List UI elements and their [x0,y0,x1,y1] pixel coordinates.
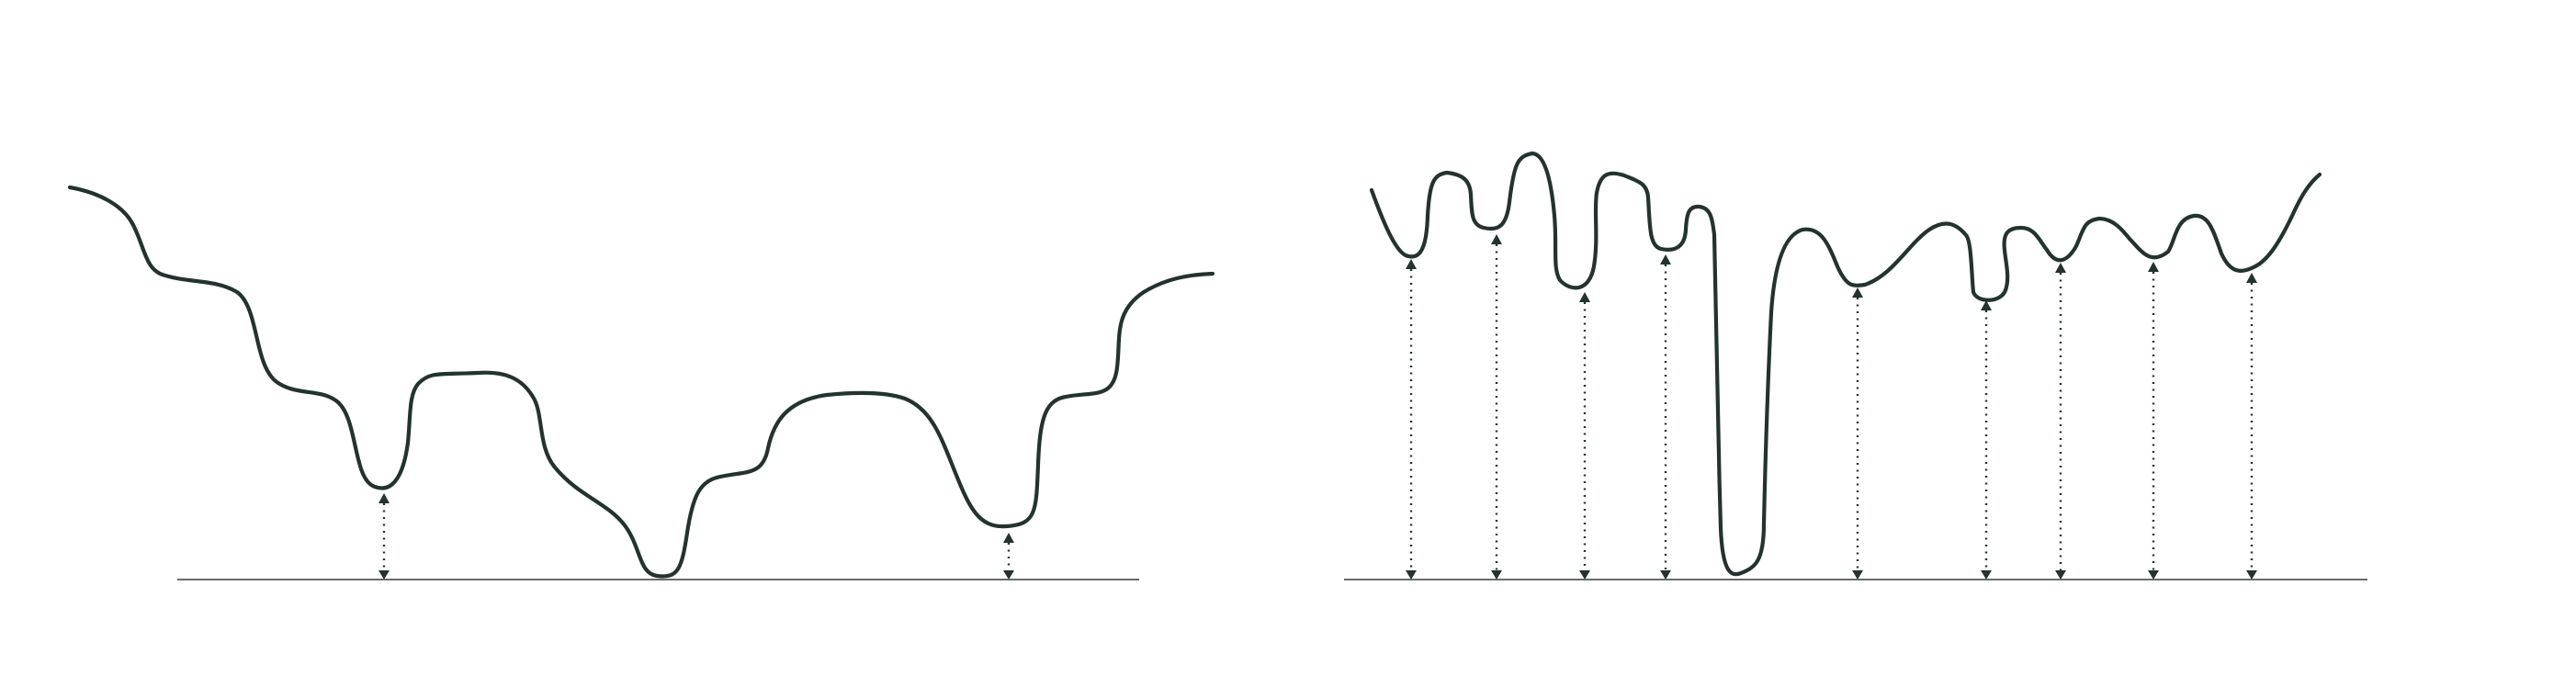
down-arrowhead-icon [1852,570,1863,580]
down-arrowhead-icon [378,570,390,580]
up-arrowhead-icon [1491,234,1502,244]
down-arrowhead-icon [2055,570,2066,580]
down-arrowhead-icon [1981,570,1992,580]
down-arrowhead-icon [1003,570,1014,580]
right-minimum-marker-2 [1491,234,1502,580]
right-minimum-marker-6 [1981,300,1992,580]
left-panel [67,185,1215,580]
up-arrowhead-icon [1660,254,1671,265]
down-arrowhead-icon [1579,570,1590,580]
right-minimum-marker-8 [2148,262,2159,580]
left-minimum-marker-2 [1003,533,1014,580]
up-arrowhead-icon [378,493,390,503]
down-arrowhead-icon [1406,570,1417,580]
up-arrowhead-icon [1003,533,1014,543]
right-minimum-marker-7 [2055,263,2066,580]
up-arrowhead-icon [1852,287,1863,298]
up-arrowhead-icon [2246,273,2257,283]
up-arrowhead-icon [2055,263,2066,273]
right-minimum-marker-3 [1579,292,1590,580]
right-panel [1344,151,2367,580]
right-landscape-curve [1369,151,2322,577]
right-minimum-marker-9 [2246,273,2257,580]
right-minimum-marker-5 [1852,287,1863,580]
down-arrowhead-icon [2148,570,2159,580]
up-arrowhead-icon [1981,300,1992,310]
right-minimum-marker-4 [1660,254,1671,580]
up-arrowhead-icon [1406,259,1417,269]
down-arrowhead-icon [2246,570,2257,580]
up-arrowhead-icon [2148,262,2159,272]
right-minimum-marker-1 [1406,259,1417,580]
left-minimum-marker-1 [378,493,390,580]
left-landscape-curve [67,185,1215,579]
up-arrowhead-icon [1579,292,1590,302]
down-arrowhead-icon [1491,570,1502,580]
down-arrowhead-icon [1660,570,1671,580]
